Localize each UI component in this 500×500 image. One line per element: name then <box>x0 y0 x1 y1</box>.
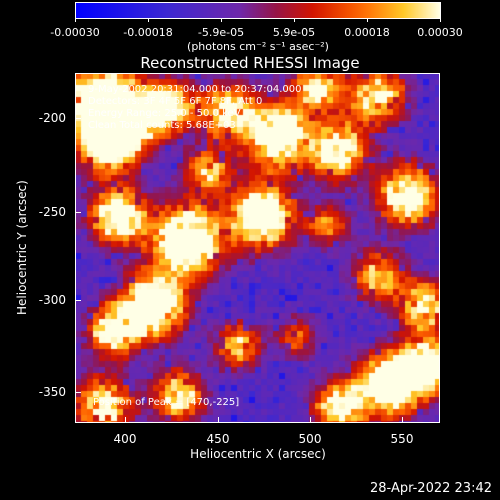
colorbar-tick-label: 5.9e-05 <box>272 26 316 39</box>
peak-position: Position of Peak = [470,-225] <box>93 397 240 408</box>
y-tick <box>75 118 81 119</box>
heatmap-image <box>75 73 440 423</box>
colorbar-tick-label: -0.00030 <box>50 26 100 39</box>
colorbar-tick <box>367 18 368 22</box>
x-tick <box>125 417 126 423</box>
colorbar-tick-label: -5.9e-05 <box>197 26 245 39</box>
colorbar-tick <box>294 18 295 22</box>
colorbar <box>75 2 441 23</box>
colorbar-tick <box>221 18 222 22</box>
plot-area: 9-May-2002 20:31:04.000 to 20:37:04.000 … <box>75 73 440 423</box>
x-tick <box>218 417 219 423</box>
colorbar-tick <box>148 18 149 22</box>
x-tick <box>402 417 403 423</box>
colorbar-tick-label: -0.00018 <box>123 26 173 39</box>
x-tick-label: 500 <box>298 432 322 446</box>
y-tick-label: -350 <box>38 385 66 399</box>
info-energy: Energy Range: 25.0 - 50.0 keV <box>88 108 241 119</box>
info-clean: Clean Total counts: 5.68E+03 <box>88 120 236 131</box>
y-axis-label: Heliocentric Y (arcsec) <box>15 180 29 315</box>
y-tick-label: -200 <box>38 111 66 125</box>
y-tick-label: -250 <box>38 205 66 219</box>
plot-frame <box>75 73 440 423</box>
image-title: Reconstructed RHESSI Image <box>140 54 360 72</box>
y-tick-label: -300 <box>38 293 66 307</box>
colorbar-tick <box>440 18 441 22</box>
y-tick <box>75 392 81 393</box>
colorbar-units: (photons cm⁻² s⁻¹ asec⁻²) <box>187 40 329 53</box>
x-tick-label: 400 <box>113 432 137 446</box>
x-tick-label: 550 <box>390 432 414 446</box>
colorbar-gradient <box>75 2 441 19</box>
y-tick <box>75 212 81 213</box>
colorbar-tick-label: 0.00018 <box>344 26 390 39</box>
x-tick <box>310 417 311 423</box>
info-time: 9-May-2002 20:31:04.000 to 20:37:04.000 <box>88 84 302 95</box>
timestamp-footer: 28-Apr-2022 23:42 <box>370 481 492 496</box>
colorbar-tick <box>75 18 76 22</box>
y-tick <box>75 300 81 301</box>
x-axis-label: Heliocentric X (arcsec) <box>190 447 326 461</box>
x-tick-label: 450 <box>206 432 230 446</box>
colorbar-tick-label: 0.00030 <box>417 26 463 39</box>
info-detectors: Detectors: 3F 4F 5F 6F 7F 8F, Att 0 <box>88 96 263 107</box>
